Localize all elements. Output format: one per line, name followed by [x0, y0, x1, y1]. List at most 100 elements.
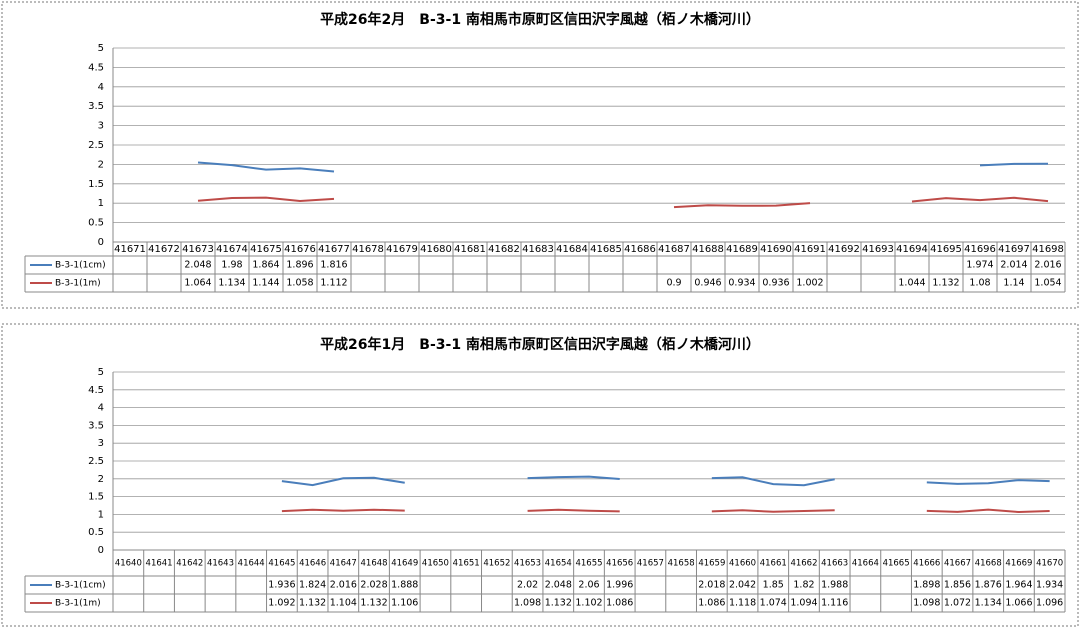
x-tick-label: 41669 — [1005, 559, 1032, 569]
x-tick-label: 41644 — [238, 559, 265, 569]
table-value: 1.098 — [514, 598, 541, 609]
y-tick-label: 2.5 — [88, 140, 104, 151]
table-value: 1.82 — [793, 580, 814, 591]
y-tick-label: 3.5 — [88, 420, 104, 431]
table-value: 1.094 — [790, 598, 817, 609]
table-value: 1.096 — [1036, 598, 1063, 609]
y-tick-label: 1 — [98, 198, 104, 209]
table-value: 1.058 — [286, 278, 313, 289]
table-value: 2.048 — [545, 580, 572, 591]
table-value: 2.018 — [698, 580, 725, 591]
x-tick-label: 41667 — [944, 559, 971, 569]
x-tick-label: 41698 — [1032, 244, 1064, 255]
x-tick-label: 41695 — [930, 244, 962, 255]
table-value: 2.016 — [1034, 260, 1061, 271]
x-tick-label: 41657 — [637, 559, 664, 569]
data-line — [281, 475, 1050, 487]
x-tick-label: 41642 — [176, 559, 203, 569]
table-value: 1.044 — [898, 278, 925, 289]
y-tick-label: 3 — [98, 121, 104, 132]
table-value: 2.042 — [729, 580, 756, 591]
chart-frame — [1, 323, 1079, 627]
x-tick-label: 41689 — [726, 244, 758, 255]
x-tick-label: 41643 — [207, 559, 234, 569]
x-tick-label: 41681 — [454, 244, 486, 255]
x-tick-label: 41651 — [453, 559, 480, 569]
x-tick-label: 41655 — [575, 559, 602, 569]
table-value: 1.132 — [360, 598, 387, 609]
table-value: 1.132 — [545, 598, 572, 609]
x-tick-label: 41677 — [318, 244, 350, 255]
table-value: 1.104 — [330, 598, 357, 609]
table-value: 2.014 — [1000, 260, 1027, 271]
x-tick-label: 41649 — [391, 559, 418, 569]
y-tick-label: 0.5 — [88, 527, 104, 538]
x-tick-label: 41693 — [862, 244, 894, 255]
x-tick-label: 41688 — [692, 244, 724, 255]
table-value: 1.856 — [944, 580, 971, 591]
table-value: 1.102 — [575, 598, 602, 609]
y-tick-label: 3.5 — [88, 101, 104, 112]
y-tick-label: 5 — [98, 367, 104, 378]
y-tick-label: 1.5 — [88, 492, 104, 503]
table-value: 1.14 — [1003, 278, 1024, 289]
table-value: 1.054 — [1034, 278, 1061, 289]
chart-frame — [1, 1, 1079, 309]
x-tick-label: 41652 — [483, 559, 510, 569]
table-value: 0.936 — [762, 278, 789, 289]
table-value: 1.988 — [821, 580, 848, 591]
data-line — [197, 196, 1049, 209]
table-value: 1.092 — [268, 598, 295, 609]
table-value: 0.946 — [694, 278, 721, 289]
x-tick-label: 41665 — [883, 559, 910, 569]
x-tick-label: 41660 — [729, 559, 756, 569]
table-value: 1.996 — [606, 580, 633, 591]
x-tick-label: 41674 — [216, 244, 248, 255]
x-tick-label: 41640 — [115, 559, 142, 569]
table-value: 2.016 — [330, 580, 357, 591]
table-value: 2.028 — [360, 580, 387, 591]
table-value: 1.112 — [320, 278, 347, 289]
x-tick-label: 41682 — [488, 244, 520, 255]
table-value: 0.9 — [666, 278, 681, 289]
x-tick-label: 41656 — [606, 559, 633, 569]
table-value: 2.048 — [184, 260, 211, 271]
table-value: 1.116 — [821, 598, 848, 609]
table-value: 1.936 — [268, 580, 295, 591]
chart-title: 平成26年2月 B-3-1 南相馬市原町区信田沢字風越（栢ノ木橋河川） — [320, 11, 760, 28]
table-value: 1.134 — [218, 278, 245, 289]
x-tick-label: 41653 — [514, 559, 541, 569]
x-tick-label: 41683 — [522, 244, 554, 255]
x-tick-label: 41680 — [420, 244, 452, 255]
table-value: 1.888 — [391, 580, 418, 591]
y-tick-label: 0 — [98, 545, 104, 556]
x-tick-label: 41658 — [668, 559, 695, 569]
table-value: 1.896 — [286, 260, 313, 271]
x-tick-label: 41675 — [250, 244, 282, 255]
y-tick-label: 4 — [98, 403, 104, 414]
x-tick-label: 41662 — [790, 559, 817, 569]
x-tick-label: 41692 — [828, 244, 860, 255]
y-tick-label: 4.5 — [88, 385, 104, 396]
x-tick-label: 41690 — [760, 244, 792, 255]
table-value: 1.898 — [913, 580, 940, 591]
y-tick-label: 0 — [98, 237, 104, 248]
x-tick-label: 41686 — [624, 244, 656, 255]
table-value: 1.824 — [299, 580, 326, 591]
table-value: 1.106 — [391, 598, 418, 609]
table-value: 1.132 — [299, 598, 326, 609]
table-value: 1.876 — [975, 580, 1002, 591]
x-tick-label: 41685 — [590, 244, 622, 255]
chart-title: 平成26年1月 B-3-1 南相馬市原町区信田沢字風越（栢ノ木橋河川） — [320, 336, 760, 353]
x-tick-label: 41697 — [998, 244, 1030, 255]
x-tick-label: 41648 — [361, 559, 388, 569]
x-tick-label: 41641 — [146, 559, 173, 569]
table-value: 1.072 — [944, 598, 971, 609]
y-tick-label: 4.5 — [88, 62, 104, 73]
x-tick-label: 41672 — [148, 244, 180, 255]
x-tick-label: 41678 — [352, 244, 384, 255]
x-tick-label: 41668 — [975, 559, 1002, 569]
x-tick-label: 41663 — [821, 559, 848, 569]
